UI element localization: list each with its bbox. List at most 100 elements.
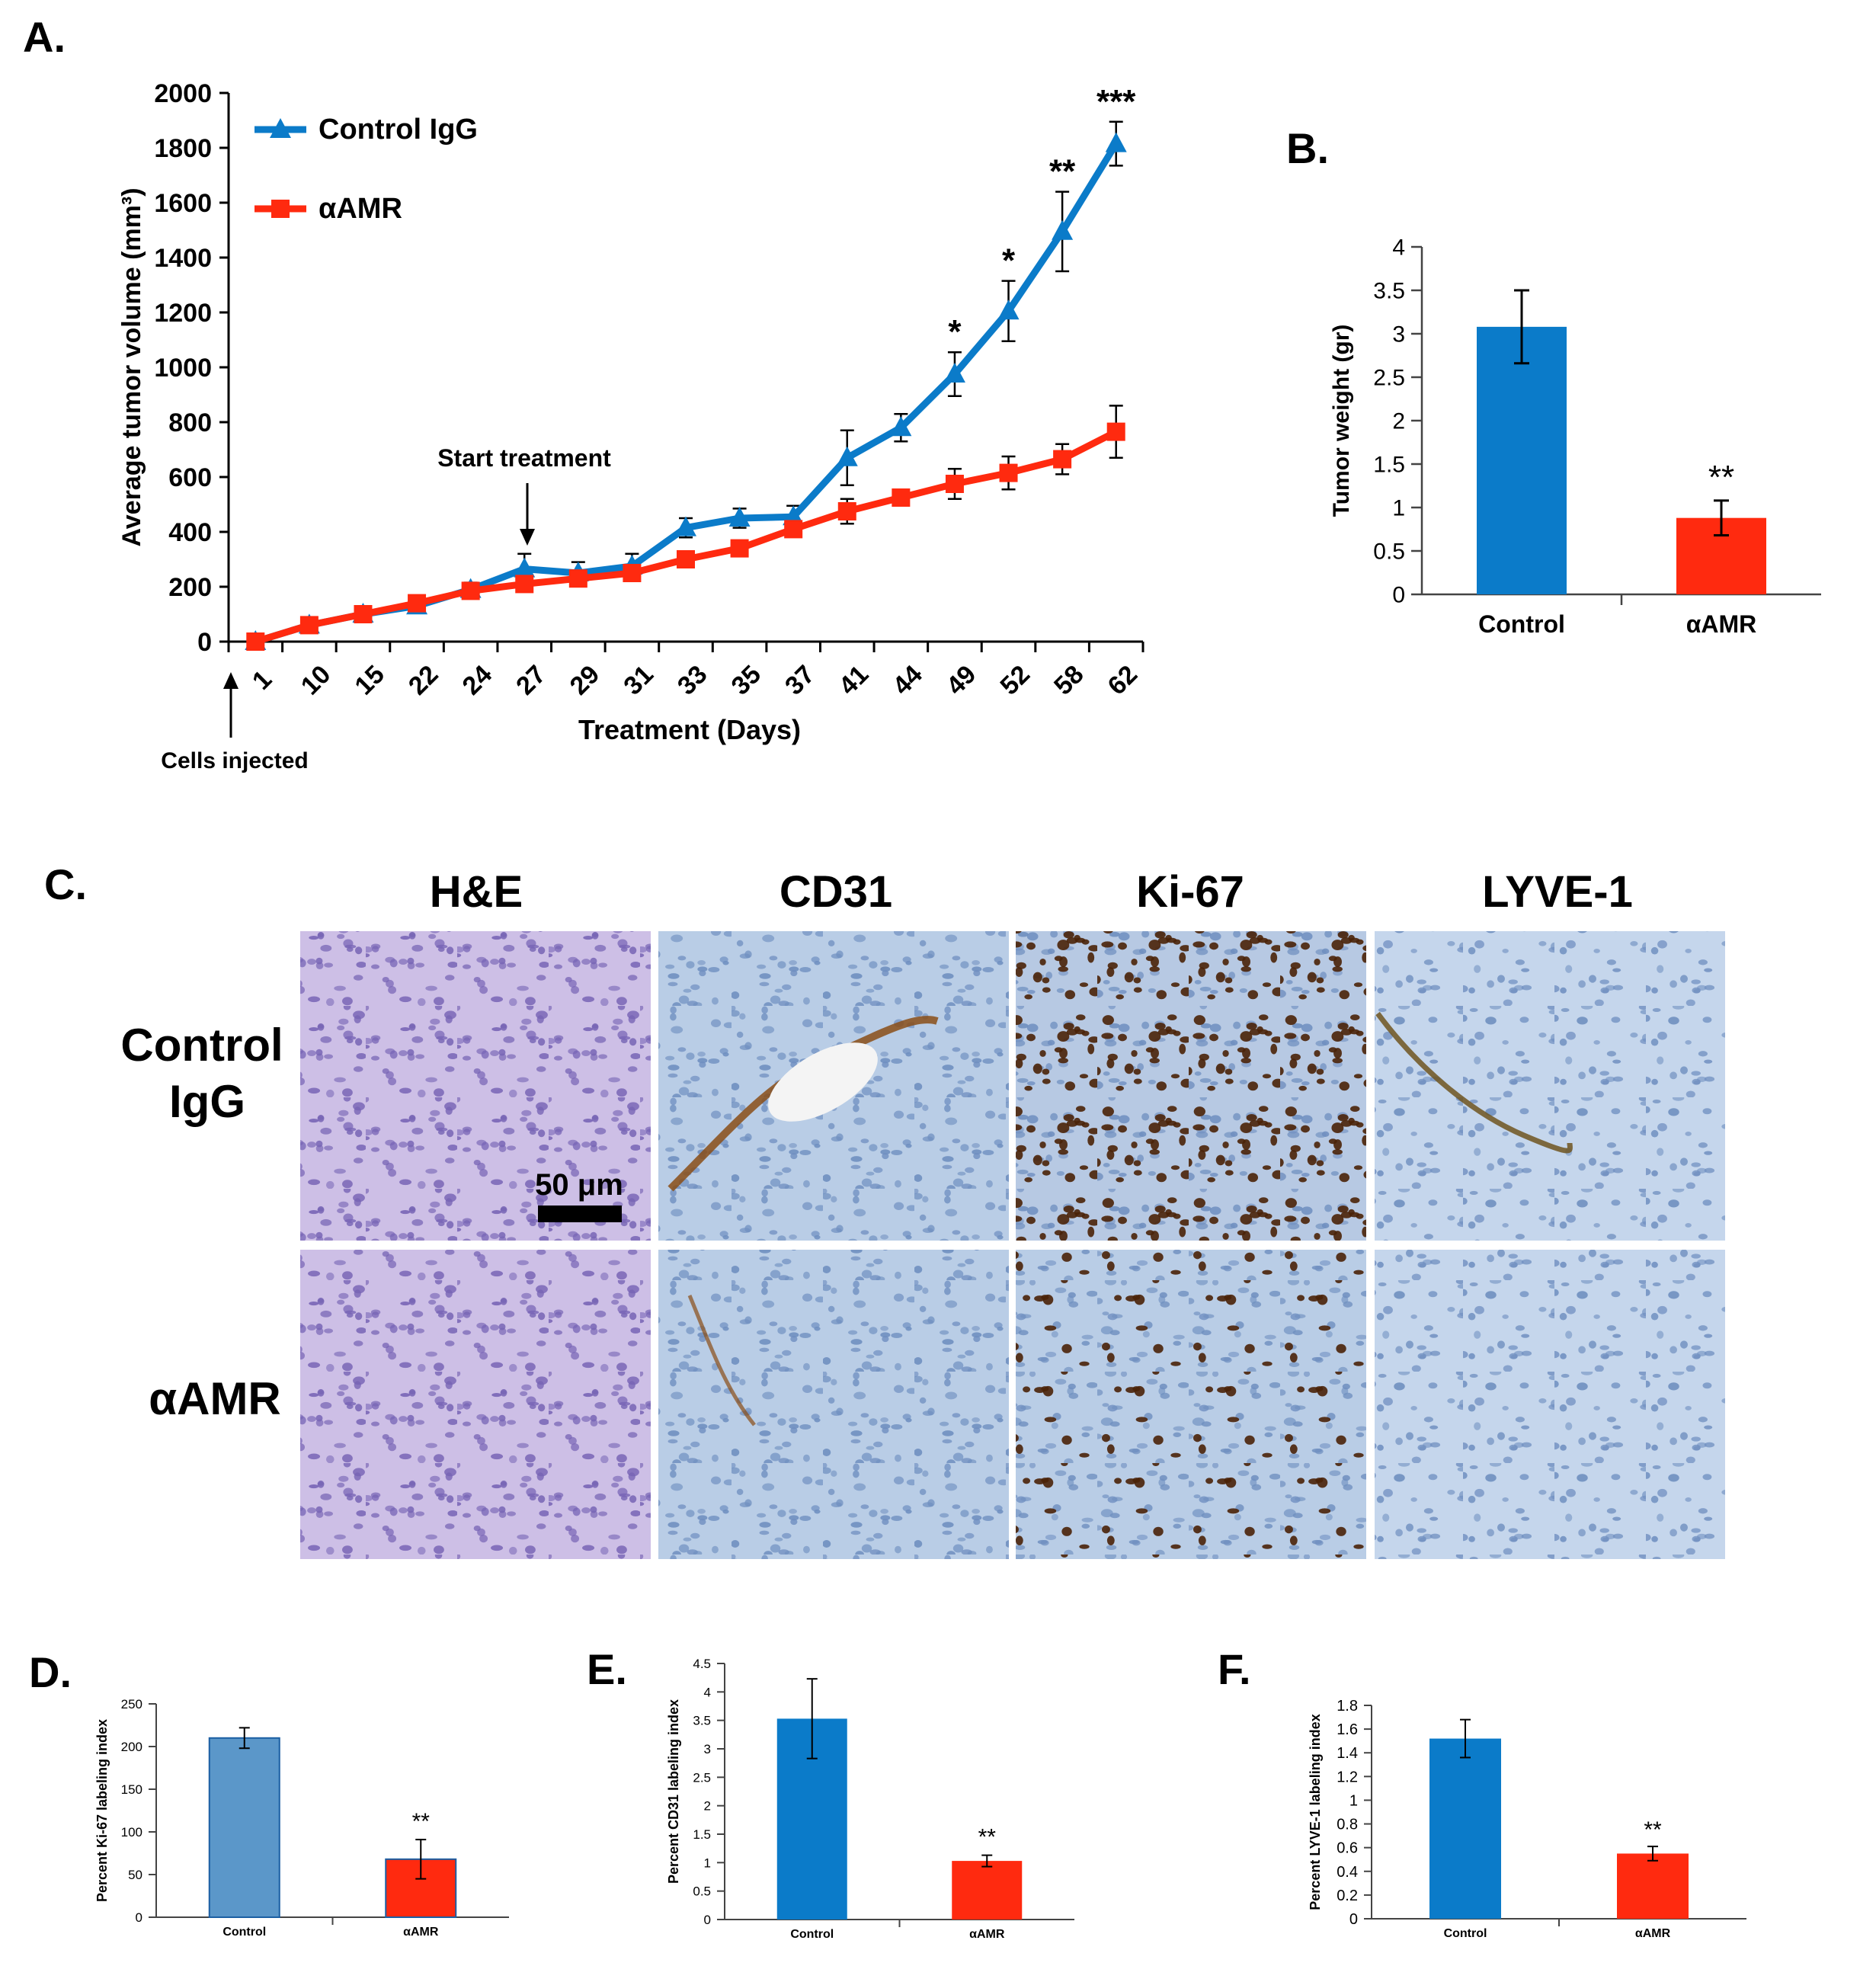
panel-e-bar-chart: E. 0 0.5 1 1.5 2 2.5 3 3.5 4 4.5 Control αAMR ** Perce… <box>587 1645 1074 1941</box>
panel-a-x-tick-label: 37 <box>780 660 821 701</box>
panel-a-y-tick-label: 400 <box>168 518 212 547</box>
histology-tile <box>1375 931 1725 1241</box>
panel-a-point-amr <box>677 550 695 568</box>
row-label-control-1: Control <box>120 1020 283 1071</box>
panel-a-point-amr <box>354 605 373 623</box>
panel-a-x-tick-label: 15 <box>349 660 390 701</box>
panel-d-bar-chart: D. 0 50 100 150 200 250 Control αAMR ** Percent Ki… <box>29 1648 509 1939</box>
panel-a-point-amr <box>784 520 803 539</box>
panel-a-legend-control: Control IgG <box>319 114 478 146</box>
panel-a-point-control <box>675 516 696 536</box>
panel-a-point-amr <box>999 463 1018 482</box>
panel-a-label: A. <box>23 13 66 61</box>
panel-b-bar-0 <box>1477 326 1567 594</box>
panel-a-x-tick-label: 27 <box>511 660 552 701</box>
panel-b-y-tick-label: 1 <box>1392 496 1405 521</box>
panel-e-y-tick-label: 3.5 <box>693 1714 711 1728</box>
panel-a-x-tick-label: 58 <box>1048 660 1090 701</box>
panel-d-y-tick-label: 150 <box>121 1782 142 1797</box>
cd31-vessel-amr <box>687 1295 756 1426</box>
panel-a-point-amr <box>623 564 642 582</box>
panel-a-legend-amr: αAMR <box>319 193 402 225</box>
panel-b-y-tick-label: 1.5 <box>1373 453 1405 478</box>
panel-e-bar-1 <box>952 1861 1023 1920</box>
histology-tile <box>1016 931 1366 1241</box>
panel-a-point-amr <box>461 581 480 600</box>
panel-a-y-tick-label: 1800 <box>154 134 212 163</box>
panel-a-legend-marker-control <box>270 118 291 138</box>
panel-b-y-tick-label: 0 <box>1392 583 1405 608</box>
panel-a-x-tick-label: 62 <box>1103 660 1144 701</box>
panel-e-x-tick-label: Control <box>790 1928 834 1941</box>
panel-b-y-tick-label: 4 <box>1392 235 1405 261</box>
panel-b-x-tick-label: αAMR <box>1686 610 1757 638</box>
panel-a-x-label: Treatment (Days) <box>578 714 801 745</box>
panel-f-y-label: Percent LYVE-1 labeling index <box>1308 1714 1323 1910</box>
panel-d-y-tick-label: 250 <box>121 1697 142 1711</box>
stain-header: H&E <box>430 867 523 917</box>
panel-a-x-tick-label: 22 <box>403 660 444 701</box>
panel-d-label: D. <box>29 1648 72 1696</box>
panel-f-bar-chart: F. 0 0.2 0.4 0.6 0.8 1 1.2 1.4 1.6 1.8 Control αAMR *… <box>1218 1645 1746 1940</box>
scale-bar <box>538 1206 622 1222</box>
panel-f-y-tick-label: 0.8 <box>1337 1817 1358 1833</box>
panel-a-point-amr <box>568 569 587 588</box>
panel-a-point-control <box>836 446 858 466</box>
stain-header: CD31 <box>780 867 892 917</box>
panel-e-label: E. <box>587 1645 627 1693</box>
panel-a-point-amr <box>945 475 964 493</box>
panel-a-point-control <box>1105 132 1127 152</box>
panel-b-bar-chart: B. 0 0.5 1 1.5 2 2.5 3 3.5 4 Control αAMR ** Tumor we… <box>1286 124 1821 638</box>
panel-a-point-amr <box>892 488 911 507</box>
panel-f-y-tick-label: 0.4 <box>1337 1864 1358 1881</box>
panel-a-point-control <box>728 507 751 527</box>
panel-a-y-tick-label: 1600 <box>154 189 212 218</box>
histology-tile <box>658 1250 1009 1559</box>
row-label-control-2: IgG <box>169 1076 245 1127</box>
panel-a-point-control <box>1052 219 1074 240</box>
panel-d-y-tick-label: 0 <box>136 1910 142 1925</box>
panel-a-x-tick-label: 41 <box>834 660 875 701</box>
panel-a-x-tick-label: 10 <box>296 660 337 701</box>
panel-a-significance: * <box>1002 242 1016 280</box>
panel-b-y-tick-label: 2.5 <box>1373 366 1405 391</box>
panel-e-y-tick-label: 3 <box>704 1742 711 1756</box>
panel-b-y-tick-label: 0.5 <box>1373 540 1405 565</box>
panel-b-label: B. <box>1286 124 1329 172</box>
panel-a-point-amr <box>1053 450 1072 469</box>
panel-a-significance: *** <box>1096 83 1136 120</box>
panel-a-point-control <box>514 557 536 578</box>
panel-d-y-tick-label: 50 <box>128 1868 142 1882</box>
stain-header: Ki-67 <box>1136 867 1244 917</box>
panel-d-x-tick-label: Control <box>222 1926 266 1939</box>
panel-b-x-tick-label: Control <box>1478 610 1565 638</box>
panel-e-y-tick-label: 4 <box>704 1685 711 1699</box>
panel-a-x-tick-label: 24 <box>457 660 498 701</box>
panel-f-bar-1 <box>1617 1853 1689 1919</box>
panel-a-cells-arrow-head <box>223 672 239 689</box>
panel-a-point-amr <box>515 575 534 594</box>
panel-a-significance: * <box>948 313 962 351</box>
panel-a-point-amr <box>1106 422 1125 441</box>
panel-a-line-chart: A. 0 200 400 600 800 1000 1200 1400 1600 1800 2000 1… <box>23 13 1144 773</box>
panel-f-significance: ** <box>1644 1817 1662 1843</box>
panel-d-y-label: Percent Ki-67 labeling index <box>94 1719 110 1902</box>
panel-a-x-tick-label: 52 <box>994 660 1036 701</box>
panel-b-y-label: Tumor weight (gr) <box>1329 325 1354 517</box>
panel-f-y-tick-label: 0.2 <box>1337 1888 1358 1904</box>
histology-tile <box>300 931 651 1241</box>
scale-bar-label: 50 μm <box>535 1168 623 1202</box>
panel-a-y-tick-label: 1400 <box>154 244 212 273</box>
panel-d-y-tick-label: 100 <box>121 1825 142 1840</box>
panel-a-point-amr <box>246 632 265 651</box>
panel-b-y-tick-label: 2 <box>1392 409 1405 434</box>
panel-d-y-tick-label: 200 <box>121 1740 142 1754</box>
panel-a-point-amr <box>299 616 319 635</box>
panel-a-y-tick-label: 200 <box>168 573 212 602</box>
panel-e-y-tick-label: 0 <box>704 1913 711 1927</box>
panel-a-point-control <box>890 416 912 437</box>
panel-f-y-tick-label: 1 <box>1349 1792 1358 1809</box>
panel-a-point-amr <box>837 502 856 520</box>
panel-a-y-tick-label: 0 <box>197 628 212 657</box>
panel-f-y-tick-label: 1.4 <box>1337 1745 1358 1762</box>
